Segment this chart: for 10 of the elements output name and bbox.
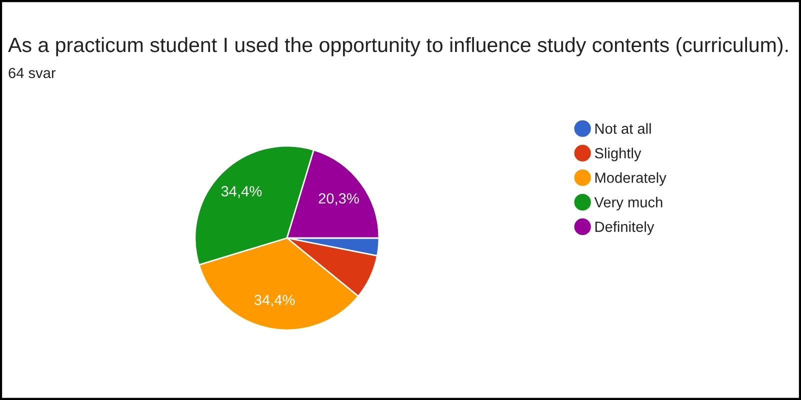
legend-label: Not at all [595, 123, 651, 134]
legend-label: Definitely [595, 221, 654, 235]
chart-title: As a practicum student I used the opportunity to influence study contents (curriculum). [8, 37, 788, 56]
legend-label: Very much [594, 196, 662, 210]
text: 64 svar [8, 68, 56, 78]
legend-label: Slightly [594, 148, 642, 162]
data-label: 34,4% [254, 294, 295, 307]
legend-label: Moderately [595, 172, 666, 186]
data-label: 34,4% [221, 186, 262, 198]
data-label: 20,3% [318, 193, 359, 206]
